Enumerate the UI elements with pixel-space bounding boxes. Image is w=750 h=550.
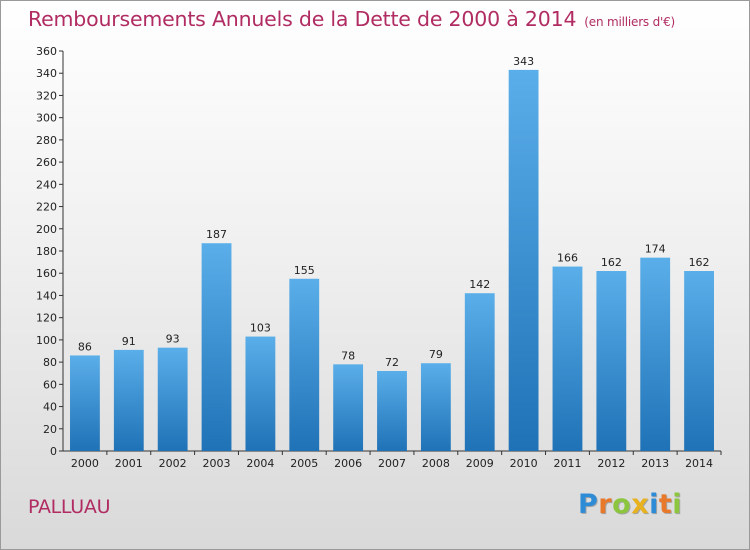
bar — [377, 371, 407, 451]
bar-value-label: 72 — [385, 356, 399, 369]
x-tick-label: 2008 — [422, 457, 450, 470]
y-tick-label: 220 — [36, 201, 57, 214]
y-tick-label: 240 — [36, 178, 57, 191]
bar — [70, 355, 100, 451]
chart-bars: 86 91 93 187 103 155 78 72 79 142 343 166 162 174 162 — [70, 55, 714, 451]
logo-letter: P — [578, 489, 599, 520]
logo-letter: o — [612, 489, 632, 520]
y-tick-label: 0 — [50, 445, 57, 458]
bar — [596, 271, 627, 451]
y-tick-label: 320 — [36, 89, 57, 102]
x-tick-label: 2010 — [510, 457, 538, 470]
bar-value-label: 91 — [122, 335, 136, 348]
y-tick-label: 260 — [36, 156, 57, 169]
x-tick-label: 2009 — [466, 457, 494, 470]
bar-value-label: 103 — [250, 322, 271, 335]
x-tick-label: 2011 — [553, 457, 581, 470]
commune-name: PALLUAU — [28, 496, 111, 518]
bar-value-label: 187 — [206, 228, 227, 241]
bar — [420, 363, 451, 451]
x-tick-label: 2005 — [290, 457, 318, 470]
y-tick-label: 300 — [36, 112, 57, 125]
x-tick-label: 2007 — [378, 457, 406, 470]
chart-axes: 0 20 40 60 80 100 120 140 160 180 200 220 240 260 280 3… — [36, 45, 722, 470]
x-tick-label: 2003 — [203, 457, 231, 470]
y-tick-label: 40 — [43, 401, 57, 414]
y-tick-label: 280 — [36, 134, 57, 147]
bar-value-label: 162 — [689, 256, 710, 269]
y-tick-label: 160 — [36, 267, 57, 280]
logo-letter: t — [658, 489, 673, 520]
x-tick-label: 2002 — [159, 457, 187, 470]
bar — [508, 69, 539, 451]
bar — [289, 278, 320, 451]
logo-letter: x — [631, 489, 650, 520]
x-tick-label: 2014 — [685, 457, 713, 470]
y-tick-label: 200 — [36, 223, 57, 236]
bar — [464, 293, 495, 451]
chart-title: Remboursements Annuels de la Dette de 20… — [28, 7, 675, 31]
bar-value-label: 162 — [601, 256, 622, 269]
bar-value-label: 174 — [645, 243, 666, 256]
bar — [552, 266, 583, 451]
y-tick-label: 140 — [36, 289, 57, 302]
bar — [113, 349, 144, 451]
logo-letter: r — [598, 489, 613, 520]
chart-title-text: Remboursements Annuels de la Dette de 20… — [28, 7, 577, 31]
bar — [684, 271, 714, 451]
y-tick-label: 340 — [36, 67, 57, 80]
bar-value-label: 78 — [341, 349, 355, 362]
x-tick-label: 2012 — [597, 457, 625, 470]
y-tick-label: 100 — [36, 334, 57, 347]
bar-value-label: 343 — [513, 55, 534, 68]
bar-value-label: 93 — [166, 333, 180, 346]
bar — [201, 243, 232, 451]
bar — [640, 257, 671, 451]
bar — [333, 364, 364, 451]
bar-value-label: 155 — [294, 264, 315, 277]
y-tick-label: 360 — [36, 45, 57, 58]
y-tick-label: 180 — [36, 245, 57, 258]
bar-value-label: 86 — [78, 340, 92, 353]
logo-letter: i — [649, 489, 659, 520]
bar-value-label: 79 — [429, 348, 443, 361]
x-tick-label: 2001 — [115, 457, 143, 470]
bar — [245, 336, 276, 451]
x-tick-label: 2006 — [334, 457, 362, 470]
x-tick-label: 2000 — [71, 457, 99, 470]
bar-value-label: 142 — [469, 278, 490, 291]
x-tick-label: 2004 — [246, 457, 274, 470]
bar — [157, 347, 188, 451]
chart-unit: (en milliers d'€) — [584, 15, 676, 29]
logo-letter: i — [672, 489, 683, 520]
y-tick-label: 120 — [36, 312, 57, 325]
y-tick-label: 60 — [43, 378, 57, 391]
y-tick-label: 80 — [43, 356, 57, 369]
bar-value-label: 166 — [557, 252, 578, 265]
y-tick-label: 20 — [43, 423, 57, 436]
x-tick-label: 2013 — [641, 457, 669, 470]
